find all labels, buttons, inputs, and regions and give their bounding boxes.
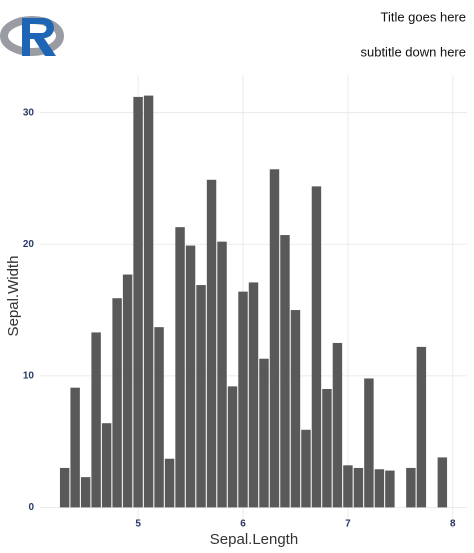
r-logo [0,16,64,56]
bar [311,186,322,508]
chart-subtitle: subtitle down here [360,44,466,59]
bar [385,470,395,508]
y-tick-label: 10 [23,370,35,381]
bar [437,457,448,508]
bar [112,298,122,508]
x-tick-label: 7 [345,519,351,530]
bar [80,477,91,508]
bar [416,346,427,508]
bar [185,245,196,508]
bar [175,227,185,508]
bar [353,467,364,508]
bar [322,388,332,508]
bar [91,332,101,508]
bar [164,458,175,508]
bar [101,423,112,508]
bar [133,96,143,508]
bar [206,179,217,508]
bar [154,327,164,508]
bar [196,285,206,508]
y-axis-title: Sepal.Width [5,256,22,337]
bar [269,169,280,508]
bar [227,386,238,508]
chart-title: Title goes here [380,9,466,24]
bar [290,310,301,508]
bar [143,95,154,508]
bar [280,235,290,508]
bar [301,429,311,508]
bar [217,241,227,508]
bar [332,342,343,508]
bar [374,469,385,508]
bar [259,358,269,508]
bar [59,467,70,508]
x-tick-label: 8 [450,519,456,530]
y-tick-label: 0 [28,502,34,513]
bar [364,378,374,508]
x-axis-title: Sepal.Length [210,531,298,548]
bar [343,465,353,508]
y-tick-label: 30 [23,107,35,118]
bar [248,282,259,508]
x-tick-label: 6 [240,519,246,530]
bar [406,467,416,508]
bar [238,291,248,508]
bar [70,387,80,508]
bar [122,274,133,508]
bars [59,95,448,508]
x-tick-label: 5 [135,519,141,530]
y-tick-label: 20 [23,239,35,250]
